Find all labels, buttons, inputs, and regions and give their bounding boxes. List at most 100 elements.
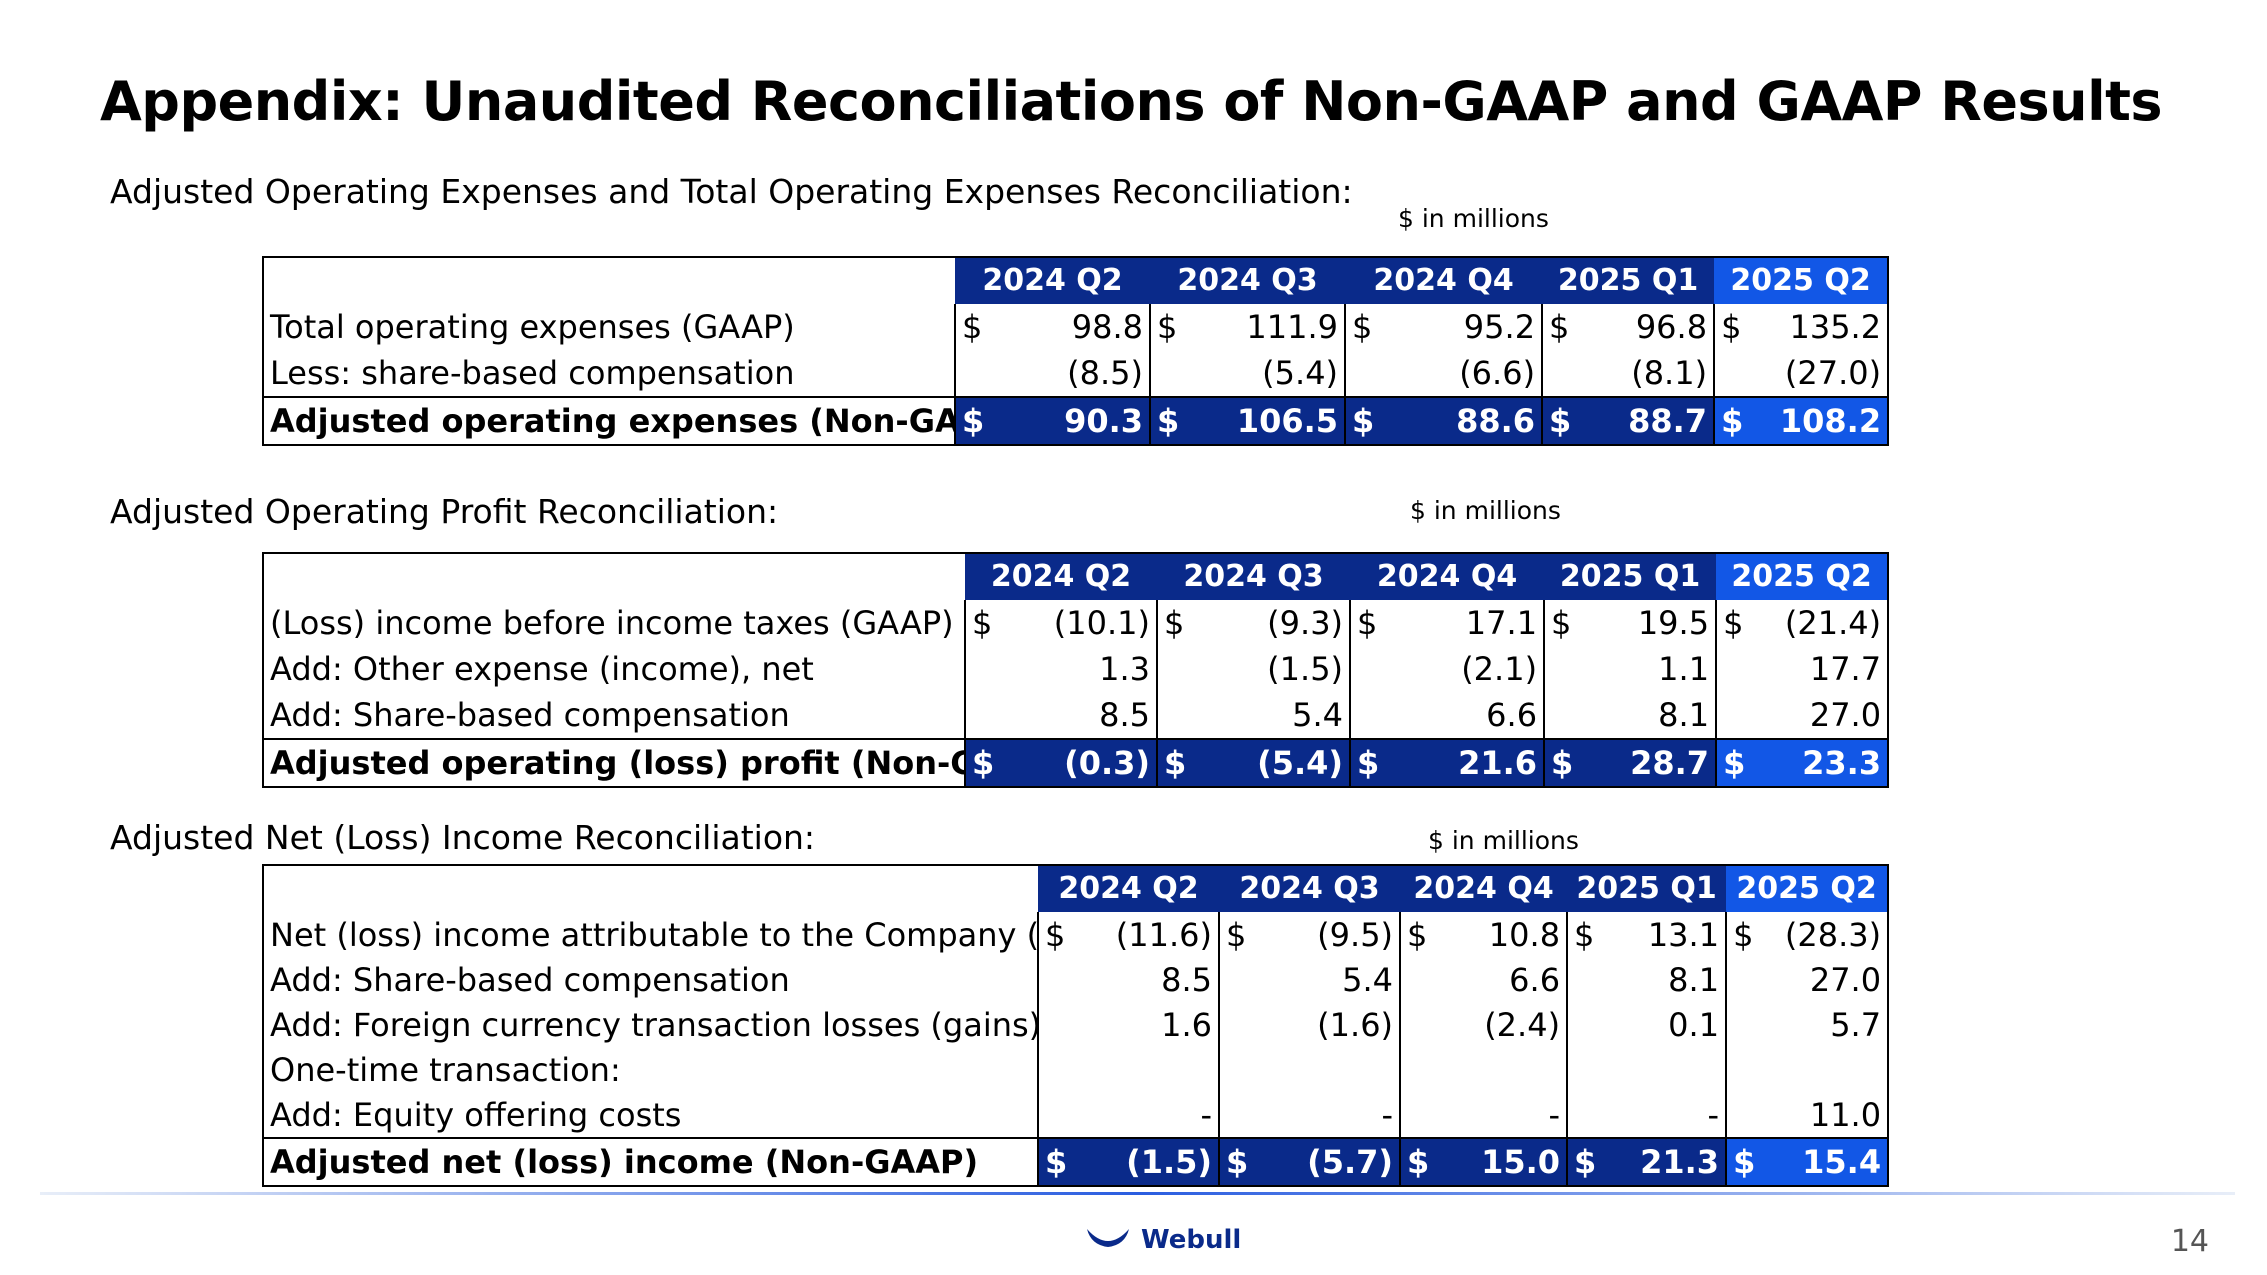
value-cell: 111.9: [1246, 308, 1339, 346]
value-cell: -: [1381, 1095, 1394, 1134]
total-label: Adjusted operating (loss) profit (Non-GA…: [263, 738, 965, 787]
row-label: Add: Foreign currency transaction losses…: [270, 1005, 1038, 1044]
dollar-sign: $: [1149, 304, 1198, 350]
total-value-cell: 21.3: [1614, 1137, 1727, 1186]
value-cell: 98.8: [1071, 308, 1144, 346]
dollar-sign: $: [964, 600, 1012, 646]
value-cell: (8.5): [1067, 354, 1144, 392]
total-dollar-sign: $: [1725, 1137, 1774, 1186]
table-row: (Loss) income before income taxes (GAAP)…: [263, 600, 1888, 646]
value-cell: (28.3): [1784, 915, 1882, 954]
value-cell: -: [1707, 1095, 1720, 1134]
quarter-header: 2025 Q1: [1544, 553, 1717, 600]
value-cell: 13.1: [1647, 915, 1720, 954]
value-cell: 1.6: [1161, 1005, 1213, 1044]
value-cell: 27.0: [1809, 696, 1882, 734]
total-value-cell: 23.3: [1763, 738, 1889, 787]
total-dollar-sign: $: [1218, 1137, 1267, 1186]
total-value-cell: 15.0: [1447, 1137, 1568, 1186]
total-value-cell: 106.5: [1197, 396, 1346, 445]
value-cell: 0.1: [1668, 1005, 1720, 1044]
dollar-sign: $: [1156, 600, 1205, 646]
value-cell: 5.4: [1342, 960, 1394, 999]
quarter-header: 2024 Q4: [1345, 257, 1543, 304]
total-dollar-sign: $: [1541, 396, 1590, 445]
header-label-cell: [263, 865, 1038, 912]
total-value-cell: 28.7: [1591, 738, 1717, 787]
value-cell: (6.6): [1459, 354, 1536, 392]
quarter-header: 2024 Q3: [1150, 257, 1346, 304]
dollar-sign: [1399, 1092, 1448, 1138]
row-label: Net (loss) income attributable to the Co…: [270, 915, 1038, 954]
dollar-sign: [1715, 692, 1764, 739]
total-dollar-sign: $: [1037, 1137, 1085, 1186]
value-cell: (8.1): [1631, 354, 1708, 392]
dollar-sign: [1149, 350, 1198, 397]
total-row: Adjusted net (loss) income (Non-GAAP) $ (1…: [263, 1137, 1889, 1186]
table-row: One-time transaction:: [263, 1047, 1888, 1092]
total-value-cell: (0.3): [1012, 738, 1158, 787]
dollar-sign: [1713, 350, 1762, 397]
dollar-sign: [1037, 957, 1085, 1002]
dollar-sign: [1566, 1047, 1615, 1092]
section-label-net-income: Adjusted Net (Loss) Income Reconciliatio…: [110, 818, 816, 857]
table-row: Less: share-based compensation (8.5) (5.4)…: [263, 350, 1888, 397]
row-label: Less: share-based compensation: [270, 354, 795, 392]
total-label: Adjusted operating expenses (Non-GAAP): [263, 396, 955, 445]
total-row: Adjusted operating (loss) profit (Non-GA…: [263, 738, 1889, 787]
section-label-op-profit: Adjusted Operating Profit Reconciliation…: [110, 492, 779, 531]
quarter-header: 2024 Q3: [1219, 865, 1401, 912]
value-cell: 1.3: [1099, 650, 1151, 688]
value-cell: [1614, 1047, 1726, 1092]
brand-logo: Webull: [1085, 1222, 1241, 1258]
dollar-sign: [1715, 646, 1764, 692]
page-number: 14: [2170, 1224, 2209, 1259]
value-cell: 5.4: [1292, 696, 1344, 734]
dollar-sign: $: [1725, 912, 1774, 957]
dollar-sign: [1037, 1092, 1085, 1138]
value-cell: -: [1548, 1095, 1561, 1134]
total-value-cell: 15.4: [1773, 1137, 1889, 1186]
dollar-sign: [1543, 646, 1592, 692]
value-cell: 8.5: [1099, 696, 1151, 734]
dollar-sign: [964, 646, 1012, 692]
dollar-sign: [1399, 957, 1448, 1002]
dollar-sign: [1725, 957, 1774, 1002]
quarter-header: 2025 Q2: [1714, 257, 1889, 304]
dollar-sign: [1543, 692, 1592, 739]
dollar-sign: $: [1218, 912, 1267, 957]
value-cell: 1.1: [1658, 650, 1710, 688]
dollar-sign: $: [1344, 304, 1393, 350]
total-value-cell: 88.7: [1589, 396, 1715, 445]
quarter-header: 2025 Q2: [1716, 553, 1889, 600]
total-dollar-sign: $: [1543, 738, 1592, 787]
section-label-opex: Adjusted Operating Expenses and Total Op…: [110, 172, 1353, 211]
value-cell: (2.1): [1461, 650, 1538, 688]
dollar-sign: [1218, 957, 1267, 1002]
value-cell: 17.7: [1809, 650, 1882, 688]
dollar-sign: $: [1037, 912, 1085, 957]
dollar-sign: [1156, 692, 1205, 739]
dollar-sign: [1566, 957, 1615, 1002]
table-row: Total operating expenses (GAAP) $98.8 $111…: [263, 304, 1888, 350]
total-value-cell: 90.3: [1002, 396, 1151, 445]
header-row: 2024 Q2 2024 Q3 2024 Q4 2025 Q1 2025 Q2: [263, 865, 1889, 912]
row-label: (Loss) income before income taxes (GAAP): [270, 604, 954, 642]
value-cell: 17.1: [1465, 604, 1538, 642]
dollar-sign: $: [1566, 912, 1615, 957]
total-dollar-sign: $: [1715, 738, 1764, 787]
value-cell: 5.7: [1830, 1005, 1882, 1044]
value-cell: 10.8: [1488, 915, 1561, 954]
value-cell: -: [1200, 1095, 1213, 1134]
quarter-header: 2024 Q4: [1400, 865, 1568, 912]
quarter-header: 2024 Q2: [965, 553, 1158, 600]
row-label: One-time transaction:: [270, 1050, 621, 1089]
dollar-sign: [1399, 1002, 1448, 1047]
brand-name: Webull: [1141, 1225, 1242, 1255]
dollar-sign: [1218, 1047, 1267, 1092]
dollar-sign: $: [954, 304, 1002, 350]
dollar-sign: [1349, 646, 1398, 692]
value-cell: 96.8: [1635, 308, 1708, 346]
table-row: Add: Equity offering costs - - - - 11.0: [263, 1092, 1888, 1138]
dollar-sign: $: [1713, 304, 1762, 350]
